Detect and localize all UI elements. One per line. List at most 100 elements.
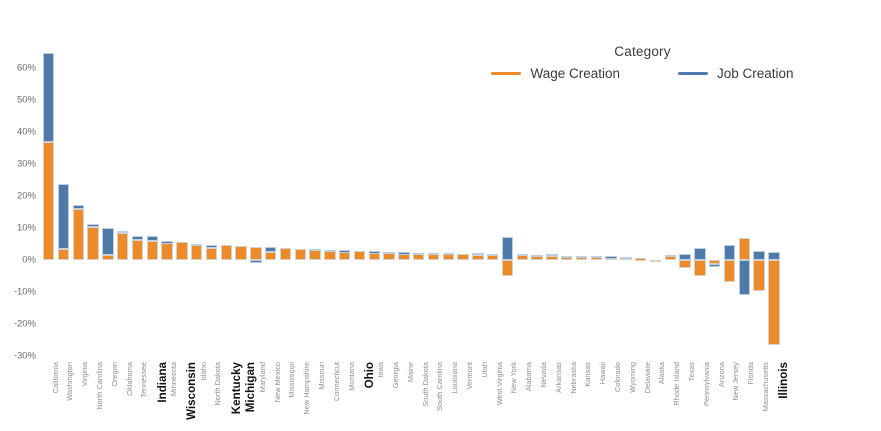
bar-segment-wage-creation[interactable] [694,260,706,276]
bar-column[interactable] [649,0,662,360]
bar-segment-wage-creation[interactable] [664,256,676,260]
bar-segment-wage-creation[interactable] [709,260,721,264]
bar-column[interactable] [427,0,440,360]
bar-segment-job-creation[interactable] [43,52,55,143]
bar-segment-wage-creation[interactable] [72,209,84,260]
bar-segment-job-creation[interactable] [205,245,218,248]
bar-segment-job-creation[interactable] [709,263,721,268]
bar-segment-job-creation[interactable] [413,252,425,255]
bar-segment-job-creation[interactable] [368,251,380,254]
bar-segment-job-creation[interactable] [131,236,144,241]
bar-column[interactable] [205,0,218,360]
bar-segment-wage-creation[interactable] [102,254,114,260]
bar-column[interactable] [531,0,543,360]
bar-segment-job-creation[interactable] [427,252,440,256]
bar-segment-wage-creation[interactable] [457,253,469,260]
bar-column[interactable] [279,0,292,360]
bar-column[interactable] [383,0,395,360]
bar-segment-job-creation[interactable] [575,255,588,259]
bar-column[interactable] [575,0,588,360]
bar-segment-wage-creation[interactable] [57,249,70,260]
bar-segment-job-creation[interactable] [72,205,84,210]
bar-segment-job-creation[interactable] [487,253,499,257]
bar-column[interactable] [516,0,528,360]
bar-column[interactable] [72,0,84,360]
bar-column[interactable] [117,0,129,360]
bar-segment-wage-creation[interactable] [176,242,188,260]
bar-segment-job-creation[interactable] [590,256,602,259]
bar-column[interactable] [664,0,676,360]
bar-segment-job-creation[interactable] [723,244,736,260]
bar-segment-job-creation[interactable] [265,247,277,252]
bar-column[interactable] [694,0,706,360]
bar-segment-wage-creation[interactable] [679,260,691,268]
bar-segment-job-creation[interactable] [620,257,632,260]
bar-segment-wage-creation[interactable] [205,247,218,260]
bar-column[interactable] [620,0,632,360]
bar-segment-wage-creation[interactable] [309,250,321,260]
bar-column[interactable] [161,0,173,360]
bar-segment-job-creation[interactable] [250,260,262,263]
bar-column[interactable] [723,0,736,360]
bar-segment-wage-creation[interactable] [191,245,203,260]
bar-segment-job-creation[interactable] [753,251,765,260]
bar-column[interactable] [324,0,336,360]
bar-segment-job-creation[interactable] [442,253,454,256]
bar-column[interactable] [368,0,380,360]
bar-column[interactable] [131,0,144,360]
bar-segment-wage-creation[interactable] [324,250,336,260]
bar-segment-wage-creation[interactable] [294,249,306,260]
bar-segment-job-creation[interactable] [191,243,203,246]
bar-column[interactable] [43,0,55,360]
bar-segment-job-creation[interactable] [516,254,528,257]
bar-column[interactable] [102,0,114,360]
bar-column[interactable] [590,0,602,360]
bar-column[interactable] [309,0,321,360]
bar-column[interactable] [487,0,499,360]
bar-column[interactable] [250,0,262,360]
bar-column[interactable] [191,0,203,360]
bar-segment-job-creation[interactable] [694,247,706,260]
bar-column[interactable] [57,0,70,360]
bar-segment-wage-creation[interactable] [279,247,292,260]
bar-segment-job-creation[interactable] [664,254,676,257]
bar-column[interactable] [738,0,750,360]
bar-column[interactable] [561,0,573,360]
bar-segment-wage-creation[interactable] [546,256,558,260]
bar-segment-wage-creation[interactable] [117,232,129,260]
bar-segment-job-creation[interactable] [383,251,395,254]
bar-segment-job-creation[interactable] [531,254,543,258]
bar-column[interactable] [605,0,617,360]
bar-segment-wage-creation[interactable] [146,240,158,260]
bar-segment-wage-creation[interactable] [753,260,765,292]
bar-column[interactable] [235,0,247,360]
bar-segment-job-creation[interactable] [561,255,573,259]
legend-item-job-creation[interactable]: Job Creation [678,66,794,81]
bar-segment-wage-creation[interactable] [235,245,247,260]
bar-column[interactable] [176,0,188,360]
bar-column[interactable] [398,0,410,360]
bar-segment-job-creation[interactable] [472,253,484,256]
bar-segment-job-creation[interactable] [161,241,173,244]
bar-column[interactable] [353,0,366,360]
bar-segment-job-creation[interactable] [546,253,558,257]
bar-segment-job-creation[interactable] [768,251,780,260]
bar-column[interactable] [220,0,232,360]
bar-segment-job-creation[interactable] [679,253,691,260]
bar-segment-job-creation[interactable] [146,236,158,241]
bar-column[interactable] [413,0,425,360]
bar-column[interactable] [635,0,647,360]
bar-segment-wage-creation[interactable] [635,258,647,261]
bar-column[interactable] [457,0,469,360]
bar-segment-job-creation[interactable] [324,249,336,252]
bar-segment-wage-creation[interactable] [161,243,173,260]
bar-segment-job-creation[interactable] [57,183,70,250]
bar-segment-wage-creation[interactable] [265,252,277,260]
bar-segment-wage-creation[interactable] [768,260,780,345]
bar-segment-wage-creation[interactable] [738,238,750,260]
bar-column[interactable] [87,0,99,360]
bar-column[interactable] [339,0,351,360]
bar-segment-job-creation[interactable] [117,230,129,233]
bar-column[interactable] [472,0,484,360]
bar-segment-wage-creation[interactable] [649,260,662,263]
